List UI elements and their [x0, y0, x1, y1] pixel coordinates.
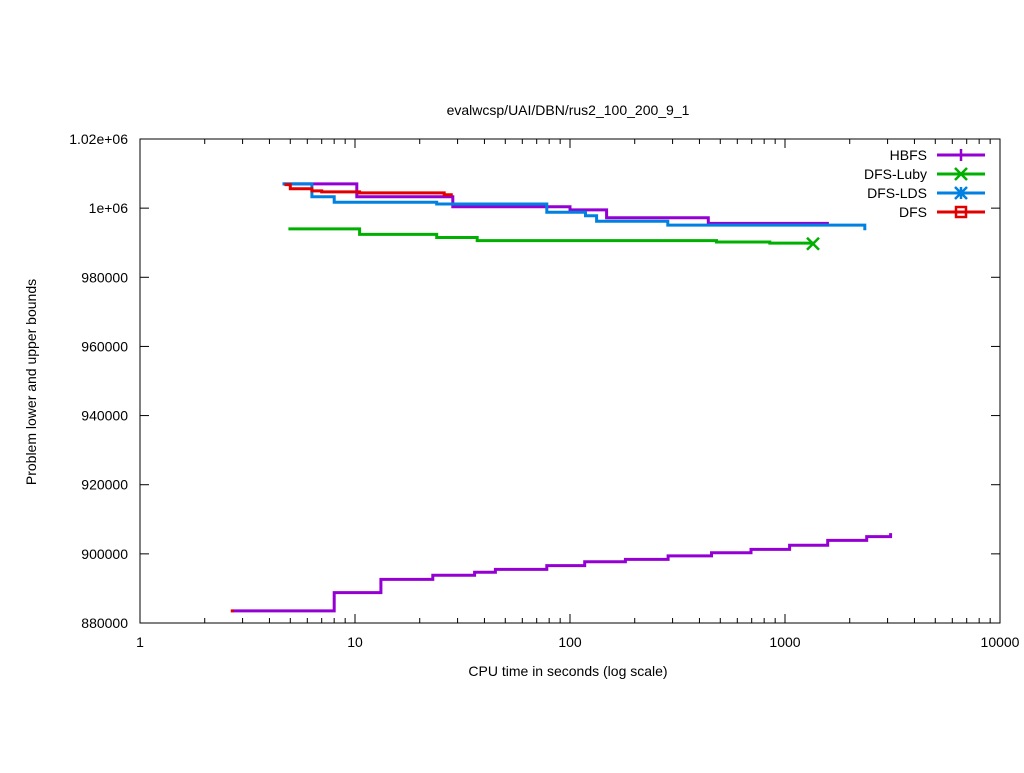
x-tick-label: 1000	[769, 634, 800, 650]
series-line-hbfs-lower	[232, 533, 893, 613]
y-tick-label: 880000	[81, 615, 128, 631]
series-line-hbfs-upper	[282, 182, 829, 225]
point-marker-dfs-luby	[806, 236, 820, 251]
y-tick-label: 900000	[81, 546, 128, 562]
legend-marker-dfs-luby	[954, 167, 968, 181]
legend-marker-dfs	[954, 205, 968, 219]
x-tick-label: 10	[347, 634, 363, 650]
series-line-dfs-lds-upper	[282, 182, 867, 231]
legend-marker-dfs-lds	[954, 186, 968, 200]
y-tick-label: 960000	[81, 338, 128, 354]
x-tick-label: 1	[136, 634, 144, 650]
series-lines	[230, 182, 893, 613]
legend-label-dfs: DFS	[899, 204, 927, 220]
legend-label-dfs-luby: DFS-Luby	[864, 166, 927, 182]
y-tick-label: 980000	[81, 269, 128, 285]
series-line-dfs-luby-upper	[288, 227, 815, 245]
chart-title: evalwcsp/UAI/DBN/rus2_100_200_9_1	[447, 102, 690, 118]
x-tick-label: 100	[558, 634, 582, 650]
y-tick-label: 940000	[81, 408, 128, 424]
plot-frame	[139, 138, 1001, 624]
x-axis-label: CPU time in seconds (log scale)	[468, 663, 667, 679]
legend: HBFS DFS-Luby DFS-LDS DFS	[864, 147, 985, 220]
x-tick-label: 10000	[981, 634, 1020, 650]
legend-marker-hbfs	[955, 149, 967, 161]
y-tick-label: 920000	[81, 477, 128, 493]
axis-ticks: 880000 900000 920000 940000 960000 980000 1e+0…	[69, 131, 1019, 650]
series-line-dfs-upper	[284, 183, 453, 197]
y-tick-label: 1.02e+06	[69, 131, 128, 147]
legend-label-dfs-lds: DFS-LDS	[867, 185, 927, 201]
y-axis-label: Problem lower and upper bounds	[23, 279, 39, 485]
y-tick-label: 1e+06	[89, 200, 129, 216]
legend-label-hbfs: HBFS	[890, 147, 927, 163]
